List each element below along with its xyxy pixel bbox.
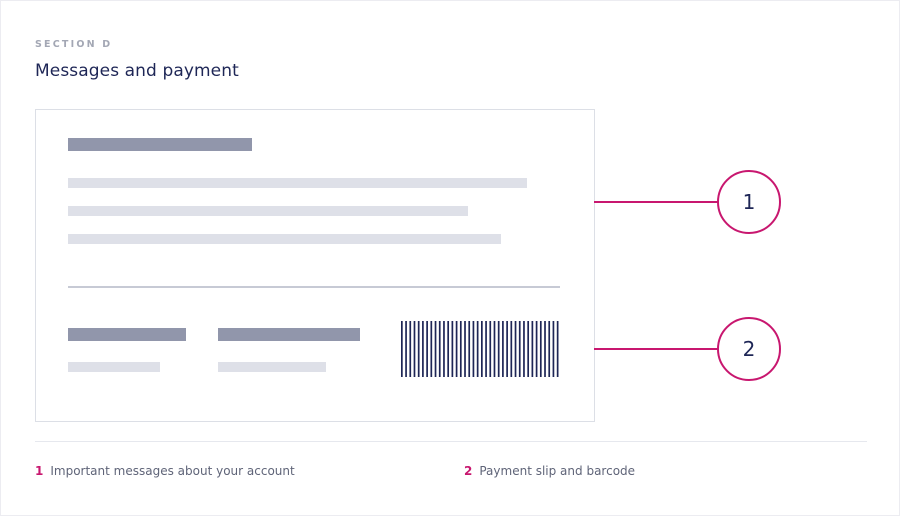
- tear-off-separator: [68, 286, 560, 288]
- legend-description: Payment slip and barcode: [479, 464, 636, 478]
- barcode-stripe: [489, 321, 492, 377]
- callout-number-2: 2: [742, 337, 756, 361]
- barcode-stripe: [535, 321, 538, 377]
- barcode-stripe: [523, 321, 525, 377]
- barcode-stripe: [459, 321, 462, 377]
- barcode-stripe: [502, 321, 504, 377]
- legend-number: 1: [35, 464, 44, 478]
- message-heading-placeholder: [68, 138, 252, 151]
- barcode-stripe: [506, 321, 508, 377]
- barcode-stripe: [401, 321, 403, 377]
- message-line-placeholder: [68, 206, 468, 216]
- barcode-stripe: [476, 321, 479, 377]
- barcode-stripe: [481, 321, 483, 377]
- barcode-stripe: [413, 321, 416, 377]
- barcode-stripe: [556, 321, 559, 377]
- legend-description: Important messages about your account: [50, 464, 295, 478]
- barcode-stripe: [430, 321, 433, 377]
- barcode-stripe: [531, 321, 534, 377]
- section-title: Messages and payment: [35, 61, 239, 81]
- legend-item-2: 2 Payment slip and barcode: [464, 464, 635, 478]
- barcode-stripe: [472, 321, 475, 377]
- legend-divider: [35, 441, 867, 442]
- section-label: SECTION D: [35, 39, 113, 50]
- barcode-stripe: [510, 321, 513, 377]
- legend-number: 2: [464, 464, 473, 478]
- barcode-stripe: [417, 321, 420, 377]
- statement-illustration: [35, 109, 595, 422]
- barcode-stripe: [405, 321, 407, 377]
- barcode-icon: [401, 321, 559, 377]
- payment-field-label-placeholder: [218, 328, 360, 341]
- barcode-stripe: [426, 321, 428, 377]
- barcode-stripe: [451, 321, 454, 377]
- barcode-stripe: [422, 321, 424, 377]
- message-line-placeholder: [68, 178, 527, 188]
- barcode-stripe: [447, 321, 450, 377]
- payment-field-value-placeholder: [218, 362, 326, 372]
- barcode-stripe: [518, 321, 521, 377]
- barcode-stripe: [497, 321, 500, 377]
- barcode-stripe: [443, 321, 445, 377]
- payment-field-value-placeholder: [68, 362, 160, 372]
- callout-marker-1: [717, 170, 781, 234]
- legend-item-1: 1 Important messages about your account: [35, 464, 295, 478]
- barcode-stripe: [438, 321, 441, 377]
- callout-number-1: 1: [742, 190, 756, 214]
- barcode-stripe: [464, 321, 466, 377]
- payment-field-label-placeholder: [68, 328, 186, 341]
- barcode-stripe: [485, 321, 487, 377]
- barcode-stripe: [468, 321, 471, 377]
- barcode-stripe: [514, 321, 517, 377]
- barcode-stripe: [552, 321, 555, 377]
- callout-marker-2: [717, 317, 781, 381]
- barcode-stripe: [409, 321, 412, 377]
- barcode-stripe: [539, 321, 542, 377]
- barcode-stripe: [434, 321, 437, 377]
- barcode-stripe: [493, 321, 496, 377]
- message-line-placeholder: [68, 234, 501, 244]
- barcode-stripe: [544, 321, 546, 377]
- barcode-stripe: [455, 321, 458, 377]
- barcode-stripe: [527, 321, 530, 377]
- barcode-stripe: [548, 321, 551, 377]
